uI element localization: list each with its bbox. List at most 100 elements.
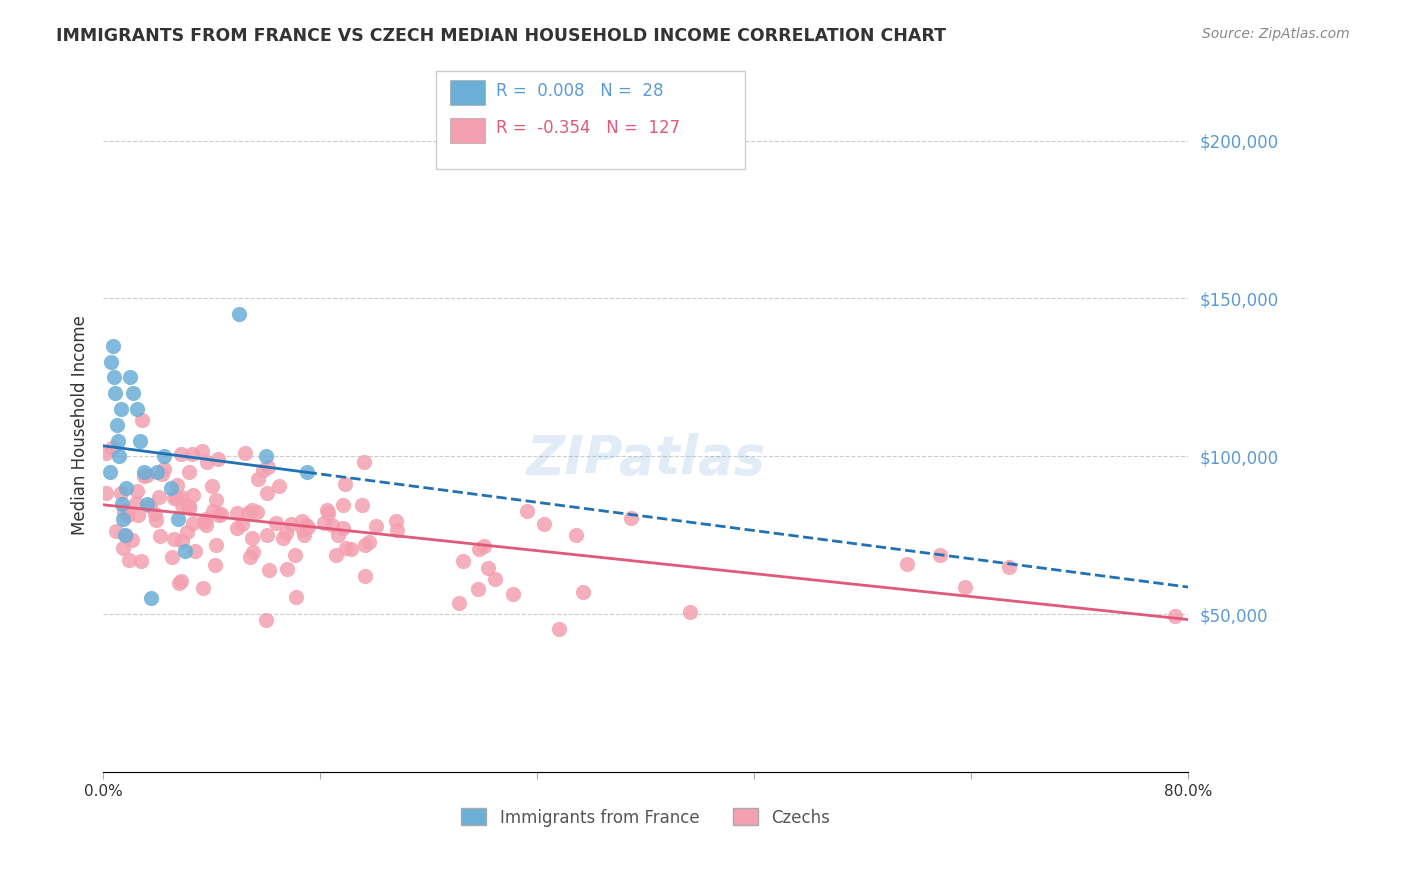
Point <box>125 483 148 498</box>
Point <box>291 514 314 528</box>
Point <box>193 581 215 595</box>
Point <box>896 557 918 571</box>
Point <box>94 446 117 460</box>
Point <box>101 339 124 353</box>
Point <box>292 527 315 541</box>
Point <box>139 499 162 513</box>
Point <box>502 587 524 601</box>
Point <box>166 478 188 492</box>
Point <box>96 486 118 500</box>
Point <box>128 434 150 448</box>
Point <box>297 520 319 534</box>
Point <box>315 503 337 517</box>
Point <box>103 370 125 384</box>
Point <box>181 516 204 530</box>
Point <box>468 541 491 556</box>
Point <box>238 506 260 520</box>
Point <box>955 580 977 594</box>
Point <box>183 544 205 558</box>
Point <box>474 539 496 553</box>
Point <box>145 513 167 527</box>
Text: Source: ZipAtlas.com: Source: ZipAtlas.com <box>1202 27 1350 41</box>
Point <box>162 491 184 505</box>
Point <box>170 490 193 504</box>
Point <box>201 479 224 493</box>
Point <box>312 516 335 530</box>
Point <box>107 434 129 448</box>
Point <box>135 497 157 511</box>
Point <box>350 498 373 512</box>
Point <box>152 462 174 476</box>
Point <box>110 485 132 500</box>
Point <box>181 488 204 502</box>
Point <box>117 508 139 522</box>
Point <box>160 481 183 495</box>
Point <box>136 468 159 483</box>
Point <box>547 623 569 637</box>
Point <box>257 563 280 577</box>
Point <box>1164 609 1187 624</box>
Point <box>619 511 641 525</box>
Point <box>264 516 287 530</box>
Point <box>122 386 145 401</box>
Point <box>242 545 264 559</box>
Point <box>166 491 188 505</box>
Point <box>125 496 148 510</box>
Point <box>326 528 349 542</box>
Point <box>191 444 214 458</box>
Point <box>153 450 176 464</box>
Point <box>169 574 191 588</box>
Point <box>201 503 224 517</box>
Point <box>146 465 169 479</box>
Point <box>246 505 269 519</box>
Point <box>101 441 124 455</box>
Point <box>284 548 307 562</box>
Point <box>115 528 138 542</box>
Point <box>177 501 200 516</box>
Point <box>176 524 198 539</box>
Point <box>467 582 489 596</box>
Point <box>256 486 278 500</box>
Point <box>104 386 127 401</box>
Point <box>564 528 586 542</box>
Point <box>172 534 194 549</box>
Point <box>98 465 121 479</box>
Point <box>364 519 387 533</box>
Point <box>160 550 183 565</box>
Point <box>163 532 186 546</box>
Point <box>149 529 172 543</box>
Point <box>177 499 200 513</box>
Point <box>316 506 339 520</box>
Point <box>252 463 274 477</box>
Point <box>226 506 249 520</box>
Point <box>354 569 377 583</box>
Point <box>104 524 127 538</box>
Point <box>340 542 363 557</box>
Point <box>231 516 253 531</box>
Point <box>449 596 471 610</box>
Point <box>205 492 228 507</box>
Point <box>209 508 232 522</box>
Point <box>148 490 170 504</box>
Point <box>118 552 141 566</box>
Point <box>173 544 195 558</box>
Text: R =  -0.354   N =  127: R = -0.354 N = 127 <box>496 120 681 137</box>
Point <box>150 467 173 481</box>
Text: ZIPatlas: ZIPatlas <box>526 434 765 485</box>
Point <box>112 512 135 526</box>
Point <box>105 417 128 432</box>
Point <box>240 503 263 517</box>
Point <box>195 517 218 532</box>
Point <box>679 605 702 619</box>
Point <box>285 590 308 604</box>
Point <box>233 446 256 460</box>
Point <box>228 307 250 321</box>
Point <box>280 517 302 532</box>
Point <box>484 572 506 586</box>
Point <box>271 531 294 545</box>
Y-axis label: Median Household Income: Median Household Income <box>72 315 89 534</box>
Point <box>112 503 135 517</box>
Point <box>353 538 375 552</box>
Point <box>131 554 153 568</box>
Point <box>207 452 229 467</box>
